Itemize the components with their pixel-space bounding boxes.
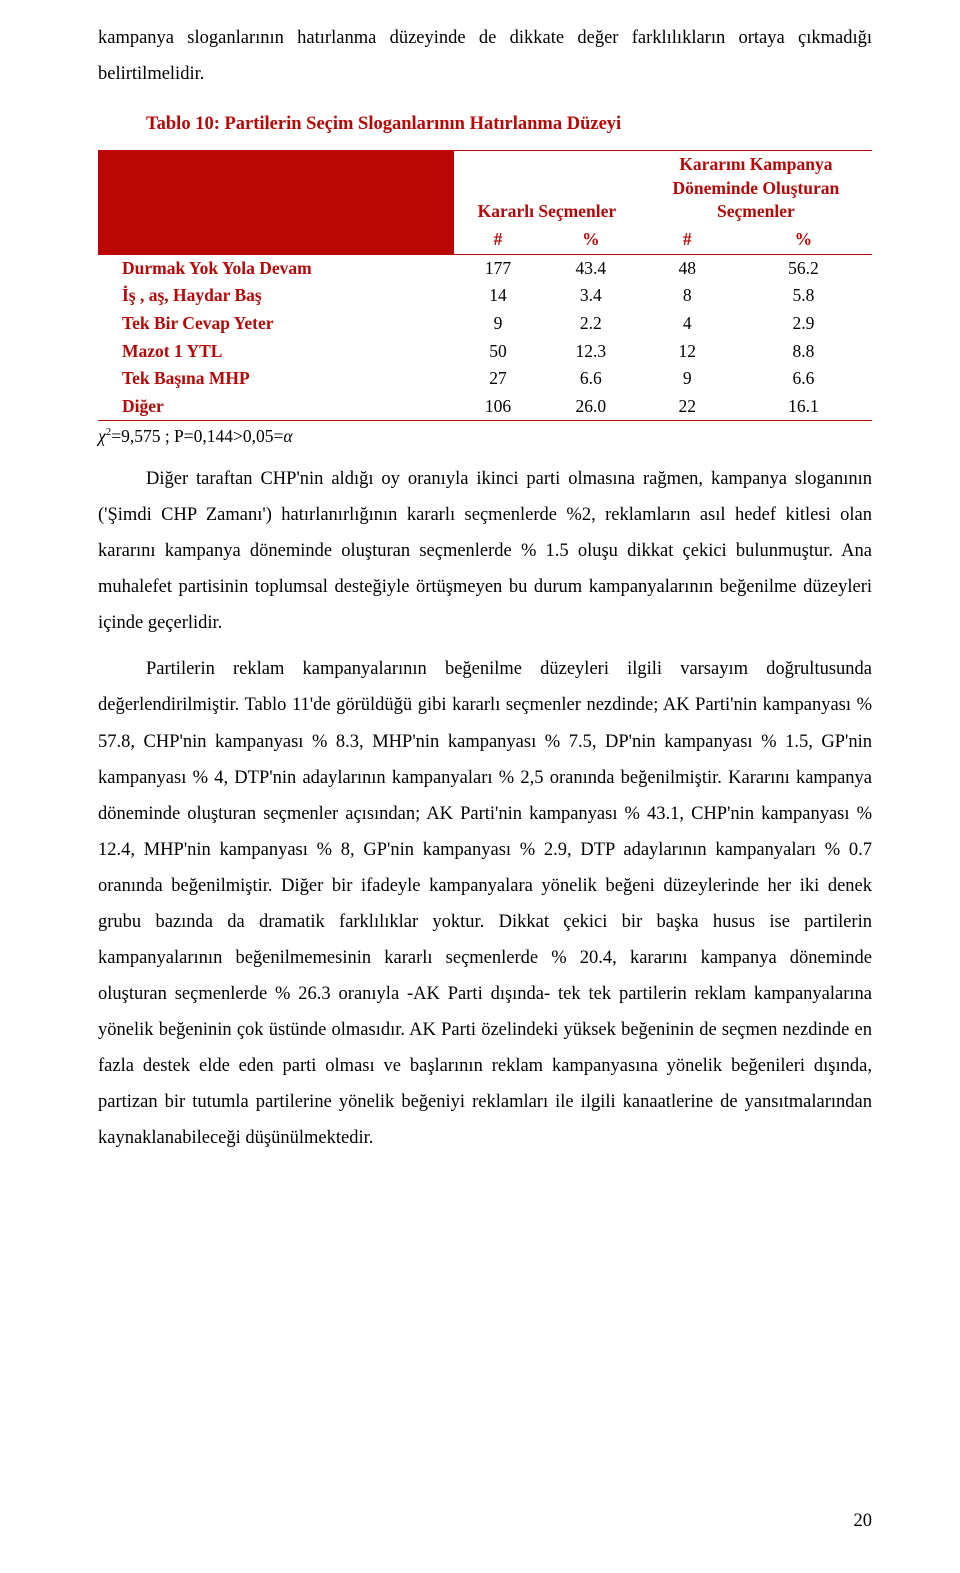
body-paragraph-1: Diğer taraftan CHP'nin aldığı oy oranıyl… <box>98 461 872 641</box>
chi-symbol: χ <box>98 426 106 446</box>
table-row: Durmak Yok Yola Devam 177 43.4 48 56.2 <box>98 254 872 282</box>
row-value: 43.4 <box>542 254 640 282</box>
row-value: 16.1 <box>735 393 872 421</box>
row-value: 9 <box>640 365 735 393</box>
table-header-row-groups: Kararlı Seçmenler Kararını Kampanya Döne… <box>98 151 872 226</box>
table-row: Mazot 1 YTL 50 12.3 12 8.8 <box>98 338 872 366</box>
table-rowheader-blank <box>98 151 454 255</box>
row-value: 14 <box>454 282 542 310</box>
row-value: 9 <box>454 310 542 338</box>
row-label: Tek Başına MHP <box>98 365 454 393</box>
row-value: 56.2 <box>735 254 872 282</box>
body-paragraph-2: Partilerin reklam kampanyalarının beğeni… <box>98 651 872 1156</box>
row-value: 106 <box>454 393 542 421</box>
row-label: Durmak Yok Yola Devam <box>98 254 454 282</box>
table-colgroup-1: Kararlı Seçmenler <box>454 151 640 226</box>
row-value: 6.6 <box>735 365 872 393</box>
table-row: Tek Bir Cevap Yeter 9 2.2 4 2.9 <box>98 310 872 338</box>
row-label: Diğer <box>98 393 454 421</box>
table-subcol-1: # <box>454 226 542 254</box>
table-subcol-4: % <box>735 226 872 254</box>
row-value: 177 <box>454 254 542 282</box>
row-value: 8 <box>640 282 735 310</box>
row-value: 5.8 <box>735 282 872 310</box>
row-value: 50 <box>454 338 542 366</box>
row-value: 12 <box>640 338 735 366</box>
row-value: 26.0 <box>542 393 640 421</box>
row-value: 12.3 <box>542 338 640 366</box>
chi-square-stat: χ2=9,575 ; P=0,144>0,05=α <box>98 425 872 449</box>
table-colgroup-2: Kararını Kampanya Döneminde Oluşturan Se… <box>640 151 872 226</box>
table-subcol-2: % <box>542 226 640 254</box>
row-value: 2.9 <box>735 310 872 338</box>
row-value: 48 <box>640 254 735 282</box>
table-row: İş , aş, Haydar Baş 14 3.4 8 5.8 <box>98 282 872 310</box>
document-page: kampanya sloganlarının hatırlanma düzeyi… <box>0 0 960 1573</box>
chi-text: =9,575 ; P=0,144>0,05= <box>111 426 283 446</box>
alpha-symbol: α <box>283 426 292 446</box>
row-value: 8.8 <box>735 338 872 366</box>
table-row: Diğer 106 26.0 22 16.1 <box>98 393 872 421</box>
table-row: Tek Başına MHP 27 6.6 9 6.6 <box>98 365 872 393</box>
table-title: Tablo 10: Partilerin Seçim Sloganlarının… <box>98 106 872 142</box>
page-number: 20 <box>854 1503 873 1539</box>
row-label: Tek Bir Cevap Yeter <box>98 310 454 338</box>
intro-paragraph: kampanya sloganlarının hatırlanma düzeyi… <box>98 20 872 92</box>
row-value: 27 <box>454 365 542 393</box>
row-value: 3.4 <box>542 282 640 310</box>
row-label: Mazot 1 YTL <box>98 338 454 366</box>
slogan-recall-table: Kararlı Seçmenler Kararını Kampanya Döne… <box>98 150 872 421</box>
row-label: İş , aş, Haydar Baş <box>98 282 454 310</box>
table-subcol-3: # <box>640 226 735 254</box>
row-value: 6.6 <box>542 365 640 393</box>
row-value: 2.2 <box>542 310 640 338</box>
row-value: 22 <box>640 393 735 421</box>
row-value: 4 <box>640 310 735 338</box>
